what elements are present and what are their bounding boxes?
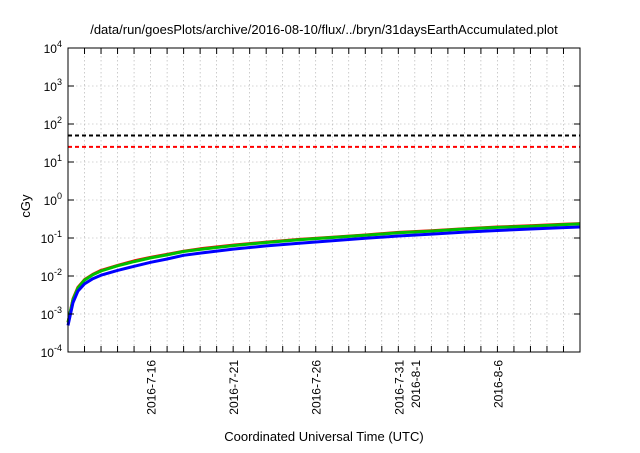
x-tick-label: 2016-7-31 [392,360,406,415]
x-tick-label: 2016-7-21 [227,360,241,415]
y-tick-label: 104 [44,39,62,56]
y-tick-label: 10-3 [41,305,62,322]
y-tick-label: 10-4 [41,343,62,360]
y-tick-label: 10-1 [41,229,62,246]
y-tick-label: 102 [44,115,62,132]
y-tick-label: 100 [44,191,62,208]
y-tick-label: 103 [44,77,62,94]
chart-title: /data/run/goesPlots/archive/2016-08-10/f… [90,22,558,37]
series-blue-line [66,225,581,326]
x-tick-label: 2016-7-16 [145,360,159,415]
series-green-line [66,222,581,323]
y-tick-label: 101 [44,153,62,170]
x-tick-label: 2016-8-6 [491,360,505,408]
threshold-lines [68,134,580,148]
series-group [66,222,581,326]
x-tick-label: 2016-7-26 [310,360,324,415]
grid [68,48,580,352]
y-axis-label: cGy [18,194,33,218]
y-tick-label: 10-2 [41,267,62,284]
axis-ticks: 10-4 10-3 10-2 10-1 100 101 102 103 104 2016-7-16… [41,39,580,415]
x-axis-label: Coordinated Universal Time (UTC) [224,429,423,444]
x-tick-label: 2016-8-1 [409,360,423,408]
